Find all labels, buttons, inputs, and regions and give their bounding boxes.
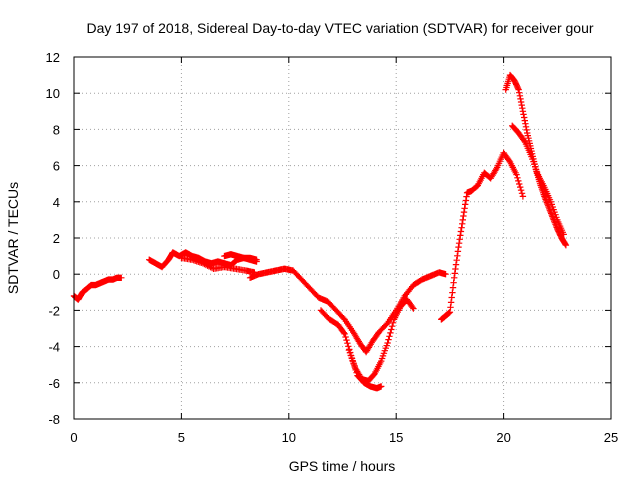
y-axis-label: SDTVAR / TECUs (5, 182, 21, 294)
y-tick-label: 0 (53, 267, 60, 282)
data-point-markers (345, 296, 417, 385)
data-point-markers (178, 254, 258, 276)
y-tick-label: 2 (53, 231, 60, 246)
data-points (70, 71, 570, 392)
axis-ticks: 0 5 10 15 20 25 -8 -6 -4 -2 0 2 4 6 8 10 12 (46, 50, 619, 445)
series-arc-1 (70, 274, 125, 303)
y-tick-label: 10 (46, 86, 60, 101)
x-tick-label: 0 (70, 430, 77, 445)
series-arc-5 (246, 265, 449, 356)
series-arc-10 (509, 122, 567, 238)
y-tick-label: 12 (46, 50, 60, 65)
y-tick-label: -8 (48, 412, 60, 427)
x-tick-label: 15 (389, 430, 403, 445)
data-point-markers (70, 274, 125, 303)
series-arc-4 (221, 251, 260, 265)
y-tick-label: 6 (53, 159, 60, 174)
grid-lines (74, 57, 611, 419)
y-tick-label: 8 (53, 122, 60, 137)
data-point-markers (221, 251, 260, 265)
chart-title: Day 197 of 2018, Sidereal Day-to-day VTE… (86, 20, 593, 36)
data-point-markers (246, 265, 449, 356)
x-tick-label: 25 (604, 430, 618, 445)
data-point-markers (438, 149, 527, 323)
series-arc-6 (317, 307, 385, 392)
x-axis-label: GPS time / hours (289, 458, 396, 474)
y-tick-label: -2 (48, 303, 60, 318)
y-tick-label: -6 (48, 376, 60, 391)
data-point-markers (509, 122, 567, 238)
x-tick-label: 20 (496, 430, 510, 445)
series-arc-3 (178, 254, 258, 276)
data-point-markers (317, 307, 385, 392)
series-arc-7 (345, 296, 417, 385)
series-arc-8 (438, 149, 527, 323)
y-tick-label: -4 (48, 340, 60, 355)
x-tick-label: 10 (282, 430, 296, 445)
x-tick-label: 5 (178, 430, 185, 445)
y-tick-label: 4 (53, 195, 60, 210)
